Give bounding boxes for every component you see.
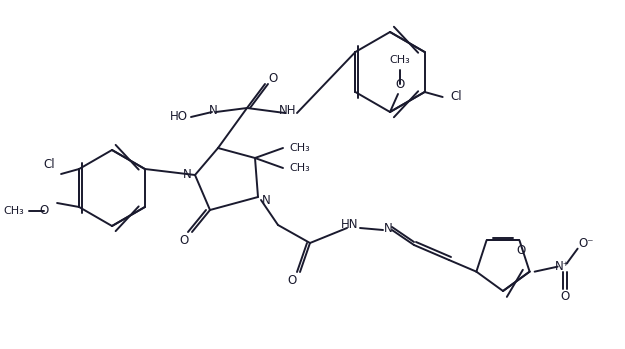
Text: O: O <box>396 77 404 90</box>
Text: NH: NH <box>279 104 297 117</box>
Text: N: N <box>384 222 392 235</box>
Text: HO: HO <box>170 111 188 124</box>
Text: CH₃: CH₃ <box>4 206 24 216</box>
Text: N: N <box>262 193 271 207</box>
Text: N: N <box>182 169 191 181</box>
Text: CH₃: CH₃ <box>289 163 311 173</box>
Text: O: O <box>39 205 49 217</box>
Text: Cl: Cl <box>451 90 462 104</box>
Text: N: N <box>209 104 217 118</box>
Text: HN: HN <box>341 218 359 231</box>
Text: CH₃: CH₃ <box>289 143 311 153</box>
Text: O: O <box>179 233 189 246</box>
Text: O: O <box>268 73 278 86</box>
Text: O⁻: O⁻ <box>578 237 593 250</box>
Text: CH₃: CH₃ <box>389 55 411 65</box>
Text: O: O <box>560 290 569 303</box>
Text: N⁺: N⁺ <box>555 260 570 273</box>
Text: Cl: Cl <box>43 157 55 171</box>
Text: O: O <box>288 274 297 287</box>
Text: O: O <box>517 244 526 257</box>
